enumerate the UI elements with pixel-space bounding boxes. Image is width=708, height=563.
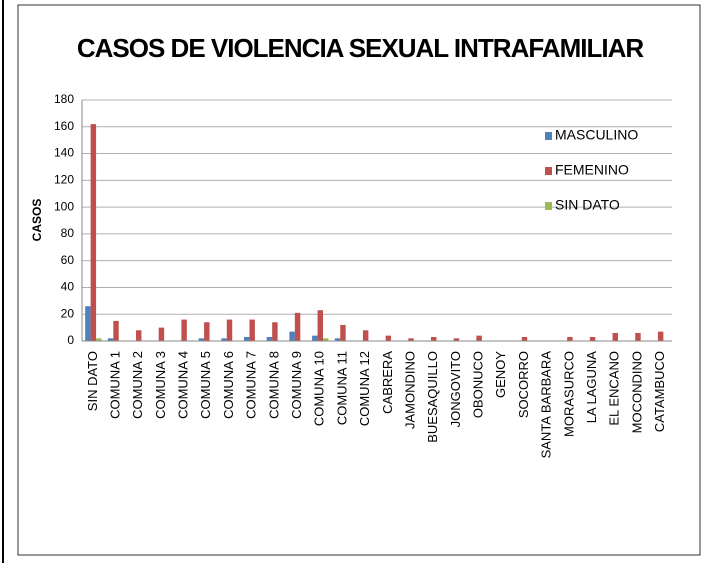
- bar: [181, 319, 187, 341]
- chart-frame: [17, 4, 701, 556]
- x-tick-label: MORASURCO: [561, 351, 576, 437]
- bar: [589, 336, 596, 341]
- bar: [289, 331, 295, 341]
- x-tick-label: BUESAQUILLO: [425, 351, 440, 443]
- bar: [317, 310, 323, 341]
- x-tick-label: COMUNA 11: [334, 351, 349, 425]
- bar: [266, 336, 273, 341]
- x-tick-label: COMUNA 4: [176, 351, 191, 419]
- bar: [85, 306, 91, 341]
- bar: [612, 332, 618, 341]
- legend-swatch: [545, 202, 552, 210]
- bar: [204, 322, 210, 341]
- x-tick-label: JAMONDINO: [402, 351, 417, 429]
- bar: [521, 336, 528, 341]
- x-tick-label: EL ENCANO: [607, 351, 622, 426]
- bar: [567, 336, 573, 341]
- bar: [272, 322, 278, 341]
- y-tick-label: 20: [61, 306, 75, 320]
- bar: [657, 331, 664, 341]
- y-tick-label: 0: [67, 333, 74, 347]
- bar: [340, 324, 346, 341]
- bar: [136, 330, 142, 341]
- y-tick-label: 160: [54, 119, 74, 133]
- x-tick-label: SOCORRO: [516, 351, 531, 418]
- bar: [107, 338, 114, 341]
- y-tick-label: 180: [54, 92, 74, 106]
- chart-title: CASOS DE VIOLENCIA SEXUAL INTRAFAMILIAR: [77, 33, 644, 63]
- bar: [158, 327, 165, 341]
- bar: [635, 332, 641, 341]
- bar: [90, 124, 97, 341]
- x-tick-label: COMUNA 12: [357, 351, 372, 426]
- x-tick-label: SIN DATO: [85, 351, 100, 411]
- x-tick-label: CATAMBUCO: [652, 351, 667, 432]
- x-tick-label: COMUNA 5: [198, 351, 213, 419]
- x-tick-label: LA LAGUNA: [584, 351, 599, 424]
- legend-label: SIN DATO: [555, 197, 620, 213]
- x-tick-label: SANTA BARBARA: [539, 351, 554, 459]
- bar: [312, 335, 318, 341]
- y-tick-label: 140: [54, 146, 74, 160]
- x-tick-label: COMUNA 1: [107, 351, 122, 419]
- x-tick-label: OBONUCO: [471, 351, 486, 418]
- x-tick-label: COMUNA 3: [153, 351, 168, 419]
- bar: [322, 338, 329, 341]
- bar: [249, 319, 255, 341]
- legend-swatch: [545, 132, 552, 140]
- y-tick-label: 120: [54, 173, 74, 187]
- y-tick-label: 100: [54, 199, 74, 213]
- y-axis-label: CASOS: [30, 199, 44, 242]
- bar: [113, 320, 119, 341]
- bar: [334, 338, 341, 341]
- x-tick-label: MOCONDINO: [629, 351, 644, 433]
- bar: [476, 335, 482, 341]
- bar: [96, 338, 102, 341]
- bar: [385, 335, 392, 341]
- y-tick-label: 80: [61, 226, 75, 240]
- y-tick-label: 40: [61, 280, 75, 294]
- x-tick-label: COMUNA 8: [266, 351, 281, 419]
- legend-label: MASCULINO: [555, 127, 638, 143]
- y-tick-label: 60: [61, 253, 75, 267]
- x-tick-label: COMUNA 2: [130, 351, 145, 419]
- bar: [198, 338, 205, 341]
- bar: [362, 330, 369, 341]
- bar: [226, 319, 233, 341]
- x-tick-label: COMUNA 9: [289, 351, 304, 419]
- x-tick-label: COMUNA 10: [312, 351, 327, 426]
- x-tick-label: GENOY: [493, 351, 508, 398]
- legend-swatch: [545, 167, 552, 175]
- bar: [221, 338, 227, 341]
- bar: [408, 338, 414, 341]
- x-tick-label: COMUNA 7: [244, 351, 259, 419]
- legend-label: FEMENINO: [555, 162, 629, 178]
- x-tick-label: JONGOVITO: [448, 351, 463, 427]
- bar: [244, 336, 250, 341]
- x-tick-label: COMUNA 6: [221, 351, 236, 419]
- bar: [294, 312, 301, 341]
- x-tick-label: CABRERA: [380, 351, 395, 414]
- bar: [453, 338, 460, 341]
- bar: [431, 336, 437, 341]
